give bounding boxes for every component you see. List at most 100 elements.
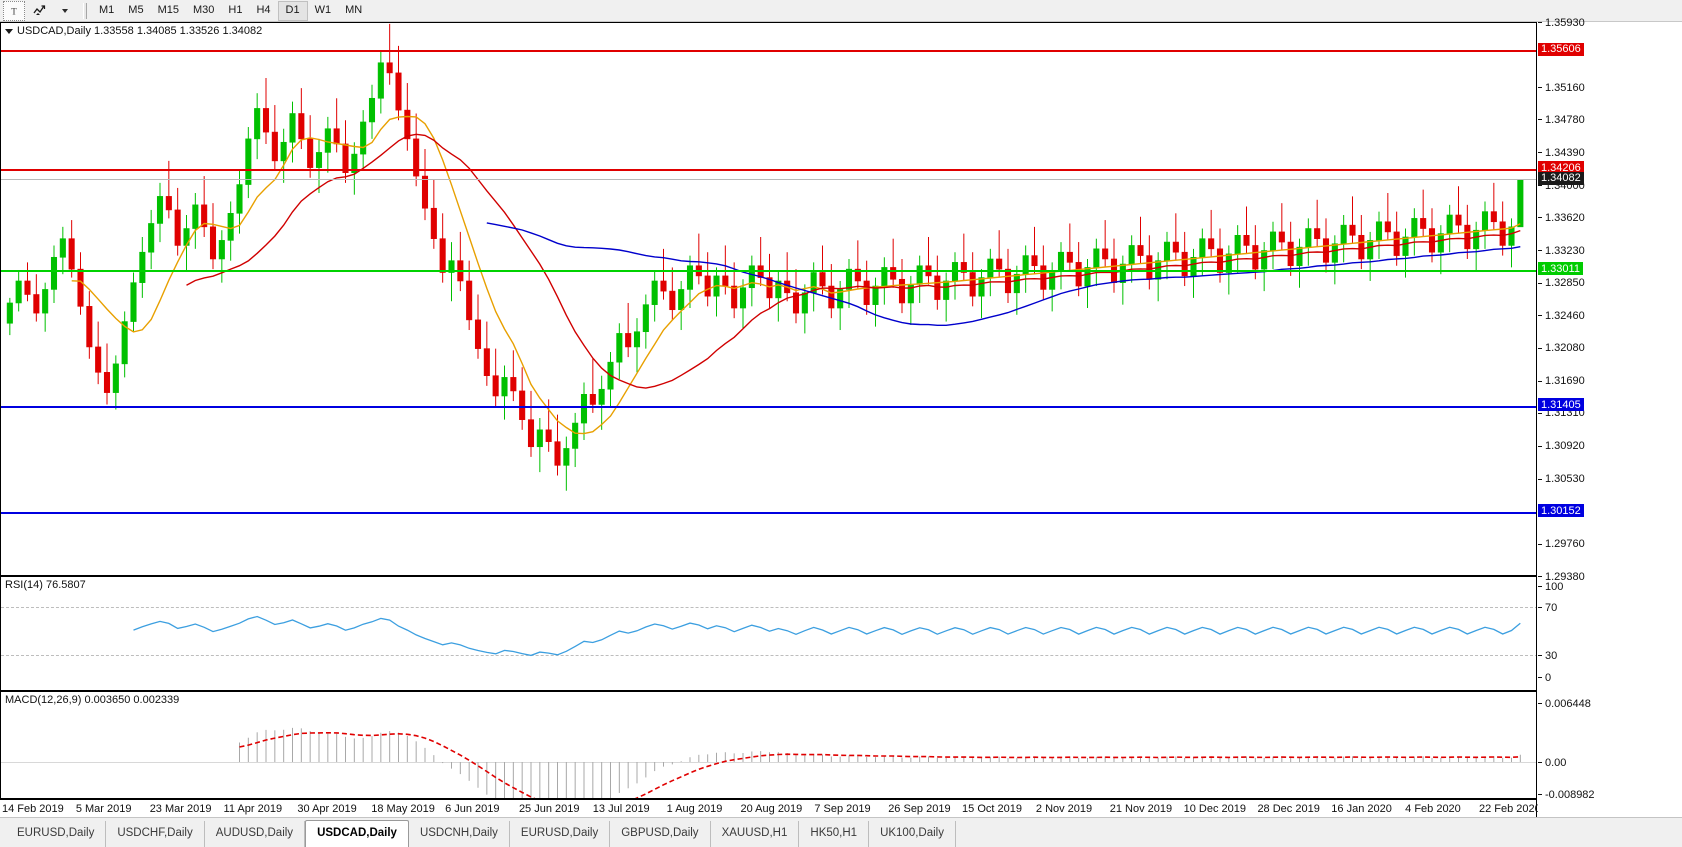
date-label-4: 30 Apr 2019	[297, 803, 357, 815]
price-tick-13: 1.30530	[1538, 473, 1585, 486]
chart-tab-9[interactable]: UK100,Daily	[869, 821, 956, 847]
macd-tick-0: 0.006448	[1538, 697, 1591, 710]
date-label-11: 7 Sep 2019	[814, 803, 871, 815]
level-line-1-34082[interactable]	[1, 179, 1536, 181]
rsi-series	[133, 615, 1521, 657]
price-tick-5: 1.33620	[1538, 211, 1585, 224]
moving-average-55	[486, 222, 1521, 326]
chart-tab-6[interactable]: GBPUSD,Daily	[610, 821, 711, 847]
chart-canvas-area[interactable]: USDCAD,Daily 1.33558 1.34085 1.33526 1.3…	[0, 17, 1682, 817]
date-label-19: 4 Feb 2020	[1405, 803, 1461, 815]
rsi-tick-3: 0	[1538, 671, 1551, 684]
price-tick-3: 1.34390	[1538, 146, 1585, 159]
chart-tab-bar: EURUSD,Daily USDCHF,Daily AUDUSD,Daily USDC…	[0, 817, 1682, 847]
level-line-1-33011[interactable]	[1, 269, 1536, 272]
price-tick-8: 1.32460	[1538, 309, 1585, 322]
collapse-caret-icon[interactable]	[5, 28, 13, 34]
indicators-tool-icon[interactable]	[28, 1, 50, 21]
timeframe-m30[interactable]: M30	[192, 3, 215, 16]
timeframe-w1[interactable]: W1	[314, 3, 332, 16]
date-label-13: 15 Oct 2019	[962, 803, 1022, 815]
rsi-tick-2: 30	[1538, 649, 1557, 662]
date-label-18: 16 Jan 2020	[1331, 803, 1392, 815]
price-tick-15: 1.29380	[1538, 570, 1585, 583]
level-line-1-35606[interactable]	[1, 50, 1536, 53]
chart-tab-1[interactable]: USDCHF,Daily	[106, 821, 205, 847]
date-label-1: 5 Mar 2019	[75, 803, 132, 815]
date-label-12: 26 Sep 2019	[888, 803, 951, 815]
macd-tick-1: 0.00	[1538, 756, 1566, 769]
rsi-tick-0: 100	[1538, 580, 1563, 593]
price-tag-1-35606[interactable]: 1.35606	[1538, 42, 1584, 56]
timeframe-h4[interactable]: H4	[256, 3, 271, 16]
price-tag-1-33011[interactable]: 1.33011	[1538, 262, 1583, 276]
text-label-tool-icon[interactable]: T	[3, 0, 25, 21]
macd-zero-line	[1, 762, 1536, 763]
level-line-1-34206[interactable]	[1, 168, 1536, 171]
moving-average-8	[71, 115, 1521, 435]
price-tick-1: 1.35160	[1538, 81, 1585, 94]
price-tag-1-30152[interactable]: 1.30152	[1538, 504, 1584, 518]
rsi-panel[interactable]: RSI(14) 76.5807	[0, 576, 1537, 691]
macd-series	[239, 727, 1521, 798]
date-label-7: 25 Jun 2019	[518, 803, 580, 815]
date-label-6: 6 Jun 2019	[445, 803, 500, 815]
rsi-level-30	[1, 655, 1536, 656]
price-panel[interactable]: USDCAD,Daily 1.33558 1.34085 1.33526 1.3…	[0, 22, 1537, 576]
date-label-3: 11 Apr 2019	[223, 803, 283, 815]
chart-tab-3[interactable]: USDCAD,Daily	[305, 820, 409, 847]
date-label-10: 20 Aug 2019	[740, 803, 803, 815]
candlestick-series	[6, 23, 1524, 491]
price-tick-6: 1.33230	[1538, 244, 1585, 257]
toolbar-grip[interactable]	[83, 2, 87, 19]
price-tag-1-34206[interactable]: 1.34206	[1538, 161, 1584, 175]
price-tick-2: 1.34780	[1538, 113, 1585, 126]
moving-average-21	[186, 133, 1521, 389]
timeframe-m5[interactable]: M5	[128, 3, 144, 16]
timeframe-mn[interactable]: MN	[345, 3, 363, 16]
price-tag-1-34082[interactable]: 1.34082	[1538, 171, 1584, 185]
date-label-8: 13 Jul 2019	[592, 803, 650, 815]
timeframe-h1[interactable]: H1	[228, 3, 243, 16]
chart-tab-8[interactable]: HK50,H1	[799, 821, 870, 847]
main-toolbar: T M1 M5 M15 M30 H1 H4 D1 W1 MN	[0, 0, 1682, 22]
price-tick-7: 1.32850	[1538, 277, 1585, 290]
price-tick-0: 1.35930	[1538, 16, 1585, 29]
symbol-ohlc-text: USDCAD,Daily 1.33558 1.34085 1.33526 1.3…	[17, 25, 263, 37]
macd-label: MACD(12,26,9) 0.003650 0.002339	[5, 694, 180, 706]
chart-tab-5[interactable]: EURUSD,Daily	[510, 821, 611, 847]
chart-tab-0[interactable]: EURUSD,Daily	[6, 821, 107, 847]
date-label-15: 21 Nov 2019	[1109, 803, 1173, 815]
date-label-17: 28 Dec 2019	[1257, 803, 1320, 815]
price-tick-12: 1.30920	[1538, 440, 1585, 453]
plot-frame: USDCAD,Daily 1.33558 1.34085 1.33526 1.3…	[0, 22, 1541, 817]
macd-panel[interactable]: MACD(12,26,9) 0.003650 0.002339	[0, 691, 1537, 799]
level-line-1-30152[interactable]	[1, 511, 1536, 514]
rsi-label: RSI(14) 76.5807	[5, 579, 86, 591]
date-axis: 14 Feb 2019 5 Mar 2019 23 Mar 2019 11 Apr 2…	[0, 799, 1541, 817]
chart-tab-2[interactable]: AUDUSD,Daily	[205, 821, 306, 847]
timeframe-m15[interactable]: M15	[157, 3, 179, 16]
date-label-5: 18 May 2019	[371, 803, 435, 815]
price-tag-1-31405[interactable]: 1.31405	[1538, 398, 1584, 412]
price-scale[interactable]: 1.35930 1.35160 1.34780 1.34390 1.34000 1.336…	[1538, 17, 1682, 817]
timeframe-d1[interactable]: D1	[277, 0, 308, 21]
date-label-9: 1 Aug 2019	[666, 803, 723, 815]
price-tick-9: 1.32080	[1538, 342, 1585, 355]
chart-tab-4[interactable]: USDCNH,Daily	[409, 821, 510, 847]
date-label-2: 23 Mar 2019	[149, 803, 212, 815]
timeframe-group: M1 M5 M15 M30 H1 H4 D1 W1 MN	[92, 0, 369, 21]
chart-tab-7[interactable]: XAUUSD,H1	[711, 821, 800, 847]
symbol-period-label: USDCAD,Daily 1.33558 1.34085 1.33526 1.3…	[5, 25, 262, 37]
rsi-tick-1: 70	[1538, 601, 1557, 614]
date-label-14: 2 Nov 2019	[1035, 803, 1093, 815]
timeframe-m1[interactable]: M1	[99, 3, 115, 16]
level-line-1-31405[interactable]	[1, 405, 1536, 408]
date-label-20: 22 Feb 2020	[1479, 803, 1541, 815]
price-tick-10: 1.31690	[1538, 375, 1585, 388]
svg-text:T: T	[11, 6, 17, 16]
chevron-down-icon[interactable]	[53, 1, 75, 21]
rsi-level-70	[1, 607, 1536, 608]
date-label-16: 10 Dec 2019	[1183, 803, 1246, 815]
